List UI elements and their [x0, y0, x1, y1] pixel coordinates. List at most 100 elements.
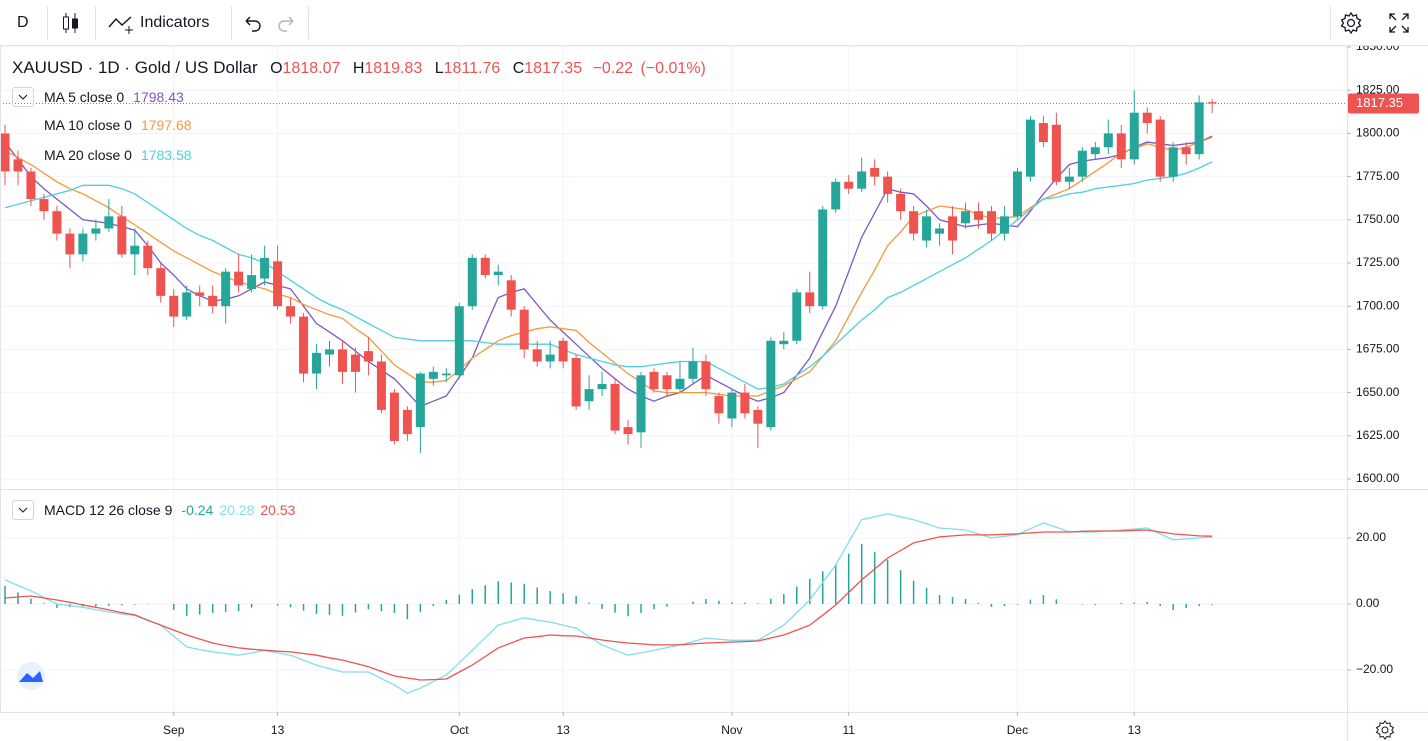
candle-body [182, 292, 192, 317]
ohlc-key: L [434, 60, 444, 77]
indicators-label: Indicators [140, 13, 210, 31]
price-axis-bg [1347, 46, 1428, 741]
candle-body [636, 375, 646, 433]
logo [17, 662, 45, 690]
y-tick-label: 20.00 [1356, 530, 1386, 544]
candle-body [844, 181, 854, 189]
candle-body [78, 233, 88, 255]
axis-settings-icon[interactable] [1373, 718, 1397, 741]
candle-body [441, 373, 451, 376]
candle-body [312, 352, 322, 374]
symbol-header: XAUUSD · 1D · Gold / US Dollar O1818.07 … [12, 58, 706, 78]
candle-body [1129, 112, 1139, 160]
candle-body [1116, 133, 1126, 160]
candle-body [208, 295, 218, 307]
candle-body [519, 309, 529, 350]
ma-value: 1798.43 [133, 89, 184, 105]
candle-body [1194, 102, 1204, 155]
indicators-button[interactable]: Indicators [107, 0, 209, 45]
signal-value: 20.53 [260, 502, 296, 518]
chart-type-button[interactable] [61, 0, 81, 45]
interval: D [17, 13, 29, 31]
x-tick-label: Dec [1007, 723, 1028, 737]
candle-body [909, 211, 919, 234]
ma-line [4, 136, 1213, 397]
candle-body [1025, 119, 1035, 177]
separator [1330, 6, 1331, 40]
candle-body [623, 427, 633, 435]
candle-body [1168, 147, 1178, 177]
x-tick-label: Oct [450, 723, 469, 737]
separator [95, 6, 96, 40]
candle-body [247, 275, 257, 289]
candle-body [104, 216, 114, 229]
y-tick-label: −20.00 [1356, 662, 1393, 676]
candle-body [13, 159, 23, 172]
ohlc-key: O [270, 60, 283, 77]
ohlc-key: H [352, 60, 365, 77]
candle-body [649, 371, 659, 390]
collapse-button[interactable] [12, 500, 34, 520]
separator [231, 6, 232, 40]
candle-body [688, 361, 698, 379]
plot [0, 90, 1347, 694]
toolbar: D Indicators [0, 0, 1428, 46]
y-tick-label: 1775.00 [1356, 169, 1400, 183]
ma-line [4, 161, 1213, 390]
ma-legend-row: MA 10 close 0 1797.68 [12, 117, 192, 133]
redo-button[interactable] [277, 0, 297, 45]
candle-body [363, 351, 373, 362]
ohlc-value: 1817.35 [524, 60, 583, 77]
candle-body [870, 167, 880, 177]
y-tick-label: 1800.00 [1356, 126, 1400, 140]
undo-button[interactable] [242, 0, 262, 45]
settings-icon [1340, 11, 1362, 34]
candle-body [1090, 147, 1100, 155]
candle-icon [63, 12, 78, 33]
symbol-title: XAUUSD · 1D · Gold / US Dollar [12, 58, 258, 77]
settings-button[interactable] [1339, 0, 1363, 45]
ohlc-key: C [512, 60, 525, 77]
x-tick-label: 13 [1128, 723, 1142, 737]
candle-body [571, 358, 581, 407]
candle-body [1207, 102, 1217, 104]
candle-body [65, 233, 75, 255]
candle-body [493, 271, 503, 276]
candle-body [1064, 176, 1074, 182]
ma-value: 1783.58 [140, 147, 192, 163]
candle-body [156, 268, 166, 296]
last-price-label: 1817.35 [1356, 95, 1403, 110]
collapse-button[interactable] [12, 87, 34, 107]
candle-body [857, 171, 867, 189]
candle-body [610, 383, 620, 431]
candle-body [337, 349, 347, 372]
ma-name: MA 10 close 0 [44, 117, 132, 133]
x-tick-label: 11 [842, 723, 855, 737]
candle-body [130, 245, 140, 255]
ma-name: MA 20 close 0 [44, 147, 132, 163]
signal-line [4, 529, 1213, 681]
candle-body [753, 409, 763, 424]
candle-body [0, 133, 10, 172]
chevron [18, 94, 28, 100]
candle-body [974, 211, 983, 220]
candle-body [948, 216, 958, 241]
redo-icon [278, 16, 294, 32]
candle-body [1038, 123, 1048, 143]
candle-body [740, 392, 750, 414]
candle-body [597, 383, 607, 390]
candle-body [299, 316, 309, 374]
ma-line [4, 135, 1213, 408]
candle-body [415, 373, 425, 428]
candle-body [286, 306, 296, 317]
fullscreen-button[interactable] [1387, 0, 1411, 45]
candle-body [169, 295, 179, 317]
macd-legend: MACD 12 26 close 9 -0.24 20.28 20.53 [12, 500, 295, 520]
interval-button[interactable]: D [17, 0, 29, 45]
indicators-icon [108, 15, 133, 34]
y-tick-label: 0.00 [1356, 596, 1380, 610]
candle-body [1012, 171, 1022, 217]
candle-body [1103, 133, 1113, 148]
ma-name: MA 5 close 0 [44, 89, 125, 105]
